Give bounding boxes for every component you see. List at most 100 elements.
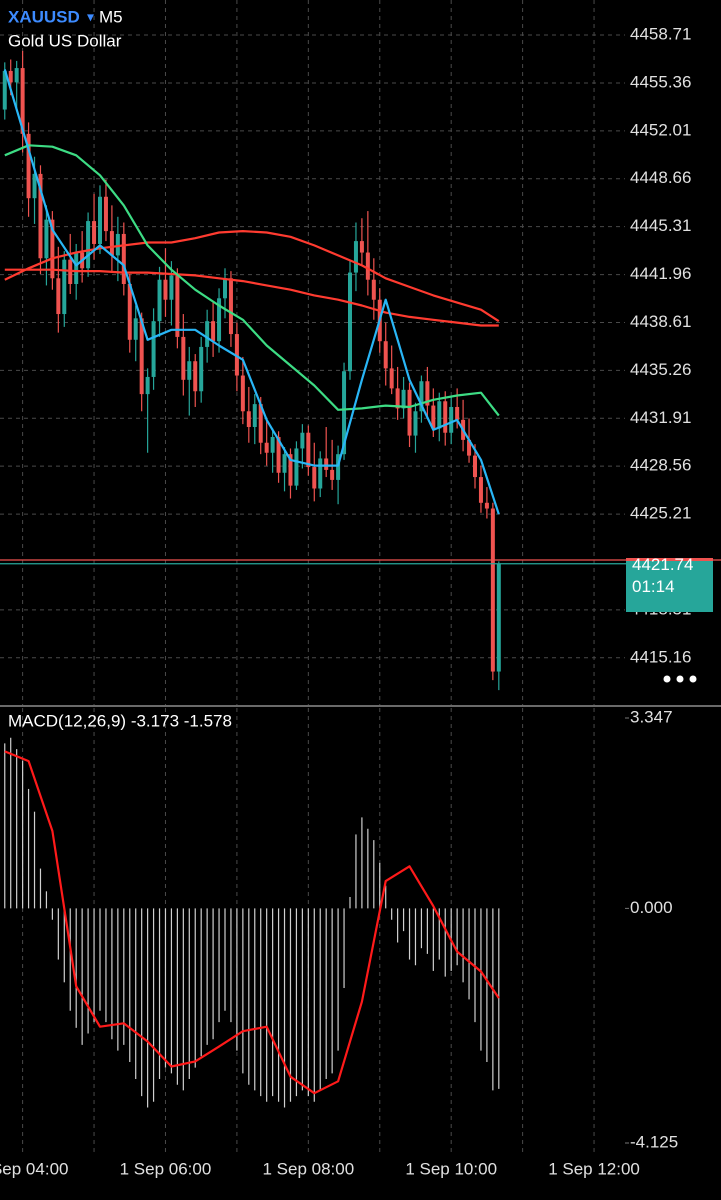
indicator-title: MACD(12,26,9) -3.173 -1.578 xyxy=(8,711,232,730)
candle-body xyxy=(312,467,317,489)
candle-body xyxy=(163,279,168,300)
indicator-line xyxy=(4,230,500,323)
y-tick-label: -4.125 xyxy=(630,1132,678,1151)
candle-body xyxy=(127,284,132,340)
candle-body xyxy=(199,346,204,392)
candle-body xyxy=(425,381,430,406)
candle-body xyxy=(181,336,186,380)
candle-body xyxy=(443,401,448,433)
x-tick-label: 1 Sep 08:00 xyxy=(262,1159,354,1178)
candle-body xyxy=(223,278,227,299)
candle-body xyxy=(175,275,180,337)
y-tick-label: 4445.31 xyxy=(630,216,691,235)
candle-body xyxy=(169,275,174,300)
menu-dot xyxy=(676,675,684,683)
candle-body xyxy=(38,173,43,259)
candle-body xyxy=(217,298,222,342)
candle-body xyxy=(478,477,483,503)
candle-body xyxy=(252,404,257,428)
candle-body xyxy=(484,502,489,509)
candle-body xyxy=(98,196,102,244)
candle-body xyxy=(449,406,454,433)
candle-body xyxy=(56,278,61,315)
candle-body xyxy=(348,272,352,372)
y-tick-label: 4441.96 xyxy=(630,264,691,283)
candle-body xyxy=(50,219,55,279)
price-badge xyxy=(626,557,713,612)
menu-dot xyxy=(689,675,697,683)
candle-body xyxy=(288,454,293,486)
candle-body xyxy=(282,454,287,473)
symbol-description: Gold US Dollar xyxy=(8,31,122,50)
candle-body xyxy=(62,259,67,315)
candle-body xyxy=(324,458,329,470)
y-tick-label: 4428.56 xyxy=(630,456,691,475)
indicator-line xyxy=(4,144,500,417)
candle-body xyxy=(467,439,472,456)
candle-body xyxy=(205,321,210,347)
candle-body xyxy=(228,278,233,335)
candle-body xyxy=(294,448,299,486)
y-tick-label: 4435.26 xyxy=(630,360,691,379)
candle-body xyxy=(145,376,150,395)
candle-body xyxy=(365,252,370,280)
candle-body xyxy=(490,508,495,672)
candle-body xyxy=(103,196,108,232)
candle-body xyxy=(211,321,216,342)
countdown-label: 01:14 xyxy=(632,577,675,596)
symbol-arrow[interactable]: ▾ xyxy=(87,9,94,25)
candle-body xyxy=(109,231,114,256)
candle-body xyxy=(26,133,31,199)
candle-body xyxy=(306,432,311,468)
x-tick-label: 1 Sep 04:00 xyxy=(0,1159,68,1178)
candle-body xyxy=(139,318,144,395)
candle-body xyxy=(32,173,37,199)
candle-body xyxy=(44,219,49,259)
candle-body xyxy=(234,334,239,376)
candle-body xyxy=(371,279,376,300)
y-tick-label: 4415.16 xyxy=(630,647,691,666)
x-tick-label: 1 Sep 06:00 xyxy=(120,1159,212,1178)
candle-body xyxy=(133,318,138,340)
candle-body xyxy=(342,371,347,455)
candle-body xyxy=(318,458,323,489)
candle-body xyxy=(359,241,364,253)
y-tick-label: 4448.66 xyxy=(630,168,691,187)
menu-dot xyxy=(663,675,671,683)
candle-body xyxy=(264,442,269,453)
symbol[interactable]: XAUUSD xyxy=(8,7,80,26)
y-tick-label: 4425.21 xyxy=(630,504,691,523)
candle-body xyxy=(187,361,192,380)
timeframe[interactable]: M5 xyxy=(99,7,123,26)
candle-body xyxy=(395,388,400,409)
candle-body xyxy=(413,411,418,436)
y-tick-label: 3.347 xyxy=(630,707,673,726)
x-tick-label: 1 Sep 12:00 xyxy=(548,1159,640,1178)
candle-body xyxy=(20,68,25,134)
candle-body xyxy=(86,221,91,269)
candle-body xyxy=(383,341,388,369)
candle-body xyxy=(419,381,424,412)
candle-body xyxy=(401,389,406,409)
candle-body xyxy=(353,241,358,273)
candle-body xyxy=(246,411,251,428)
x-tick-label: 1 Sep 10:00 xyxy=(405,1159,497,1178)
candle-body xyxy=(8,70,13,83)
candle-body xyxy=(92,221,97,244)
candle-body xyxy=(300,432,305,449)
candle-body xyxy=(437,401,442,429)
candle-body xyxy=(2,70,7,110)
y-tick-label: 4431.91 xyxy=(630,408,691,427)
candle-body xyxy=(74,252,79,285)
candle-body xyxy=(431,405,436,429)
candle-body xyxy=(193,361,198,392)
candle-body xyxy=(121,233,126,285)
more-menu[interactable] xyxy=(663,675,697,683)
indicator-line xyxy=(3,69,500,515)
indicator-line xyxy=(4,750,500,1095)
candle-body xyxy=(389,368,394,389)
y-tick-label: 4455.36 xyxy=(630,72,691,91)
